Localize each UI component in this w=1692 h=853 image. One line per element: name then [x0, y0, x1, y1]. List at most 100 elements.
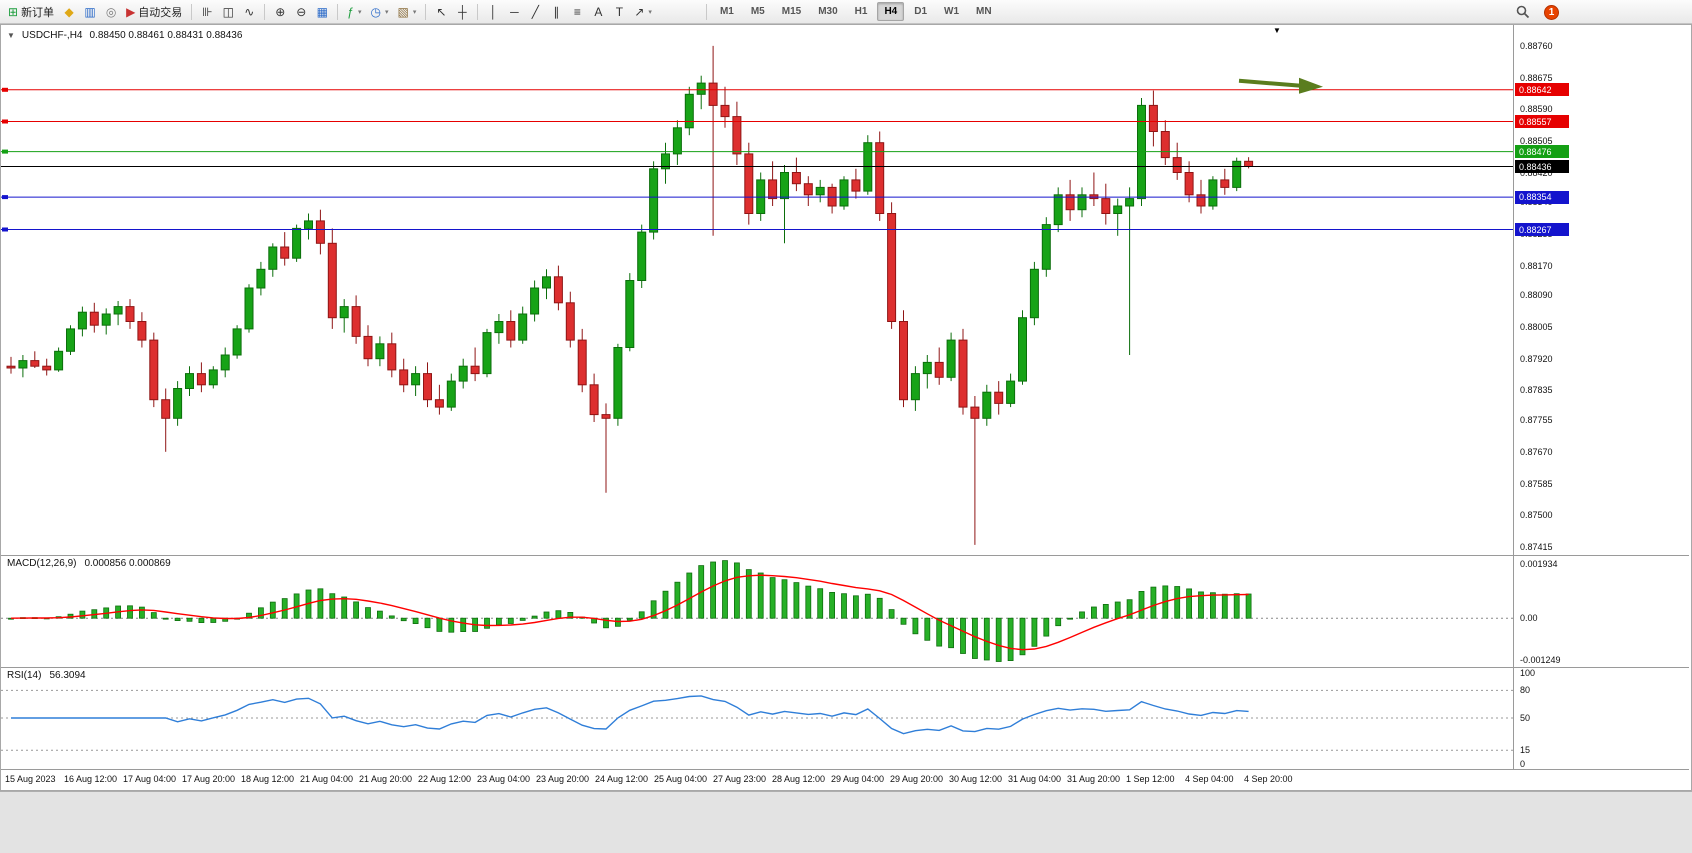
candle-body [791, 172, 801, 185]
candle-body [470, 365, 480, 375]
timeframe-d1-button[interactable]: D1 [914, 6, 928, 17]
time-label: 29 Aug 04:00 [831, 774, 885, 784]
macd-histogram-bar [543, 611, 550, 619]
candle-body [89, 311, 99, 326]
price-axis[interactable]: 0.887600.886750.885900.885050.884200.883… [1513, 25, 1593, 555]
macd-histogram-bar [1174, 586, 1181, 619]
zoom-in-icon: ⊕ [275, 4, 286, 19]
candle-body [185, 373, 194, 390]
tile-windows-button[interactable]: ▦ [312, 2, 332, 22]
arrows-icon: ↗ [634, 4, 645, 19]
time-label: 4 Sep 04:00 [1185, 774, 1234, 784]
window-bottom-area [0, 791, 1692, 853]
macd-histogram-bar [138, 606, 145, 619]
candle-body [363, 335, 373, 360]
candle-body [613, 347, 623, 419]
timeframe-m5-button[interactable]: M5 [750, 6, 765, 17]
candle-body [732, 116, 742, 155]
macd-histogram-bar [127, 605, 133, 619]
market-watch-button[interactable]: ◆ [59, 2, 79, 22]
chart-window-button[interactable]: ▥ [80, 2, 100, 22]
zoom-in-button[interactable]: ⊕ [270, 2, 290, 22]
macd-histogram-bar [1138, 591, 1145, 619]
macd-histogram-bar [1031, 617, 1038, 647]
chart-shift-marker[interactable]: ▼ [1273, 26, 1281, 35]
candle-body [423, 373, 432, 401]
candle-body [910, 373, 920, 401]
candle-body [375, 343, 385, 360]
price-chart-pane[interactable]: 0.887600.886750.885900.885050.884200.883… [1, 25, 1689, 555]
notification-badge[interactable]: 1 [1544, 4, 1559, 20]
text-button[interactable]: A [588, 2, 608, 22]
timeframe-h1-button[interactable]: H1 [854, 6, 868, 17]
candle-body [77, 311, 87, 330]
macd-axis-min: -0.001249 [1520, 655, 1561, 665]
zoom-out-button[interactable]: ⊖ [291, 2, 311, 22]
candle-body [1184, 172, 1194, 196]
insert-indicator-button[interactable]: ƒ ▾ [343, 2, 365, 22]
candle-body [577, 339, 587, 386]
rsi-pane[interactable]: 100 80 50 15 0 RSI(14) 56.3094 [1, 667, 1689, 769]
time-label: 18 Aug 12:00 [241, 774, 295, 784]
vertical-line-button[interactable]: │ [483, 2, 503, 22]
macd-histogram-bar [603, 617, 609, 629]
candle-body [18, 360, 28, 369]
arrow-annotation-head[interactable] [1299, 77, 1323, 94]
macd-histogram-bar [841, 593, 847, 619]
macd-histogram-bar [757, 572, 764, 619]
macd-histogram-bar [710, 561, 716, 619]
macd-pane[interactable]: 0.001934 0.00 -0.001249 MACD(12,26,9) 0.00… [1, 555, 1689, 667]
chart-symbol-period: USDCHF-,H4 [21, 30, 83, 41]
candle-body [304, 220, 313, 229]
candle-body [411, 373, 421, 386]
timeframe-mn-button[interactable]: MN [976, 6, 992, 17]
market-watch-icon: ◆ [64, 4, 74, 19]
horizontal-line-button[interactable]: ─ [504, 2, 524, 22]
price-chart-canvas[interactable] [1, 25, 1513, 555]
timeframe-toolbar: M1 M5 M15 M30 H1 H4 D1 W1 MN [702, 2, 1000, 21]
line-chart-button[interactable]: ∿ [239, 2, 259, 22]
new-order-button[interactable]: ⊞ 新订单 [4, 2, 58, 22]
timeframe-m30-button[interactable]: M30 [818, 6, 838, 17]
candle-body [66, 328, 75, 352]
timeframe-m1-button[interactable]: M1 [719, 6, 734, 17]
time-axis[interactable]: 15 Aug 2023 16 Aug 12:00 17 Aug 04:00 17 Au… [1, 769, 1689, 789]
cursor-button[interactable]: ↖ [431, 2, 451, 22]
time-label: 27 Aug 23:00 [713, 774, 767, 784]
timeframe-h4-button[interactable]: H4 [877, 2, 905, 21]
macd-histogram-bar [1210, 592, 1216, 619]
bar-chart-button[interactable]: ⊪ [197, 2, 217, 22]
candle-body [1101, 198, 1111, 215]
macd-canvas[interactable] [1, 556, 1513, 668]
macd-histogram-bar [722, 560, 728, 619]
arrow-annotation-shaft[interactable] [1238, 78, 1302, 88]
macd-label: MACD(12,26,9) 0.000856 0.000869 [7, 558, 171, 569]
chart-dropdown-icon[interactable]: ▼ [7, 31, 15, 40]
auto-trading-button[interactable]: ▶ 自动交易 [122, 2, 186, 22]
macd-histogram-bar [1007, 617, 1014, 662]
macd-histogram-bar [960, 617, 966, 654]
fibonacci-button[interactable]: ≡ [567, 2, 587, 22]
arrows-button[interactable]: ↗ ▾ [630, 2, 656, 22]
line-edge-marker [2, 149, 8, 154]
macd-histogram-bar [317, 588, 324, 619]
chart-window-icon: ▥ [84, 4, 96, 19]
timeframe-m15-button[interactable]: M15 [781, 6, 802, 17]
search-button[interactable] [1512, 2, 1534, 22]
candlestick-chart-button[interactable]: ◫ [218, 2, 238, 22]
price-line-label: 0.88557 [1515, 115, 1569, 128]
period-button[interactable]: ◷ ▾ [367, 2, 393, 22]
template-button[interactable]: ▧ ▾ [394, 2, 421, 22]
timeframe-w1-button[interactable]: W1 [944, 6, 960, 17]
rsi-canvas[interactable] [1, 668, 1513, 770]
label-button[interactable]: T [609, 2, 629, 22]
navigator-button[interactable]: ◎ [101, 2, 121, 22]
channel-button[interactable]: ∥ [546, 2, 566, 22]
macd-histogram-bar [626, 617, 633, 621]
candles [6, 45, 1254, 545]
trendline-button[interactable]: ╱ [525, 2, 545, 22]
rsi-axis-label: 0 [1520, 759, 1526, 769]
candle-body [339, 306, 349, 319]
macd-histogram-bar [674, 581, 681, 619]
crosshair-button[interactable]: ┼ [452, 2, 472, 22]
